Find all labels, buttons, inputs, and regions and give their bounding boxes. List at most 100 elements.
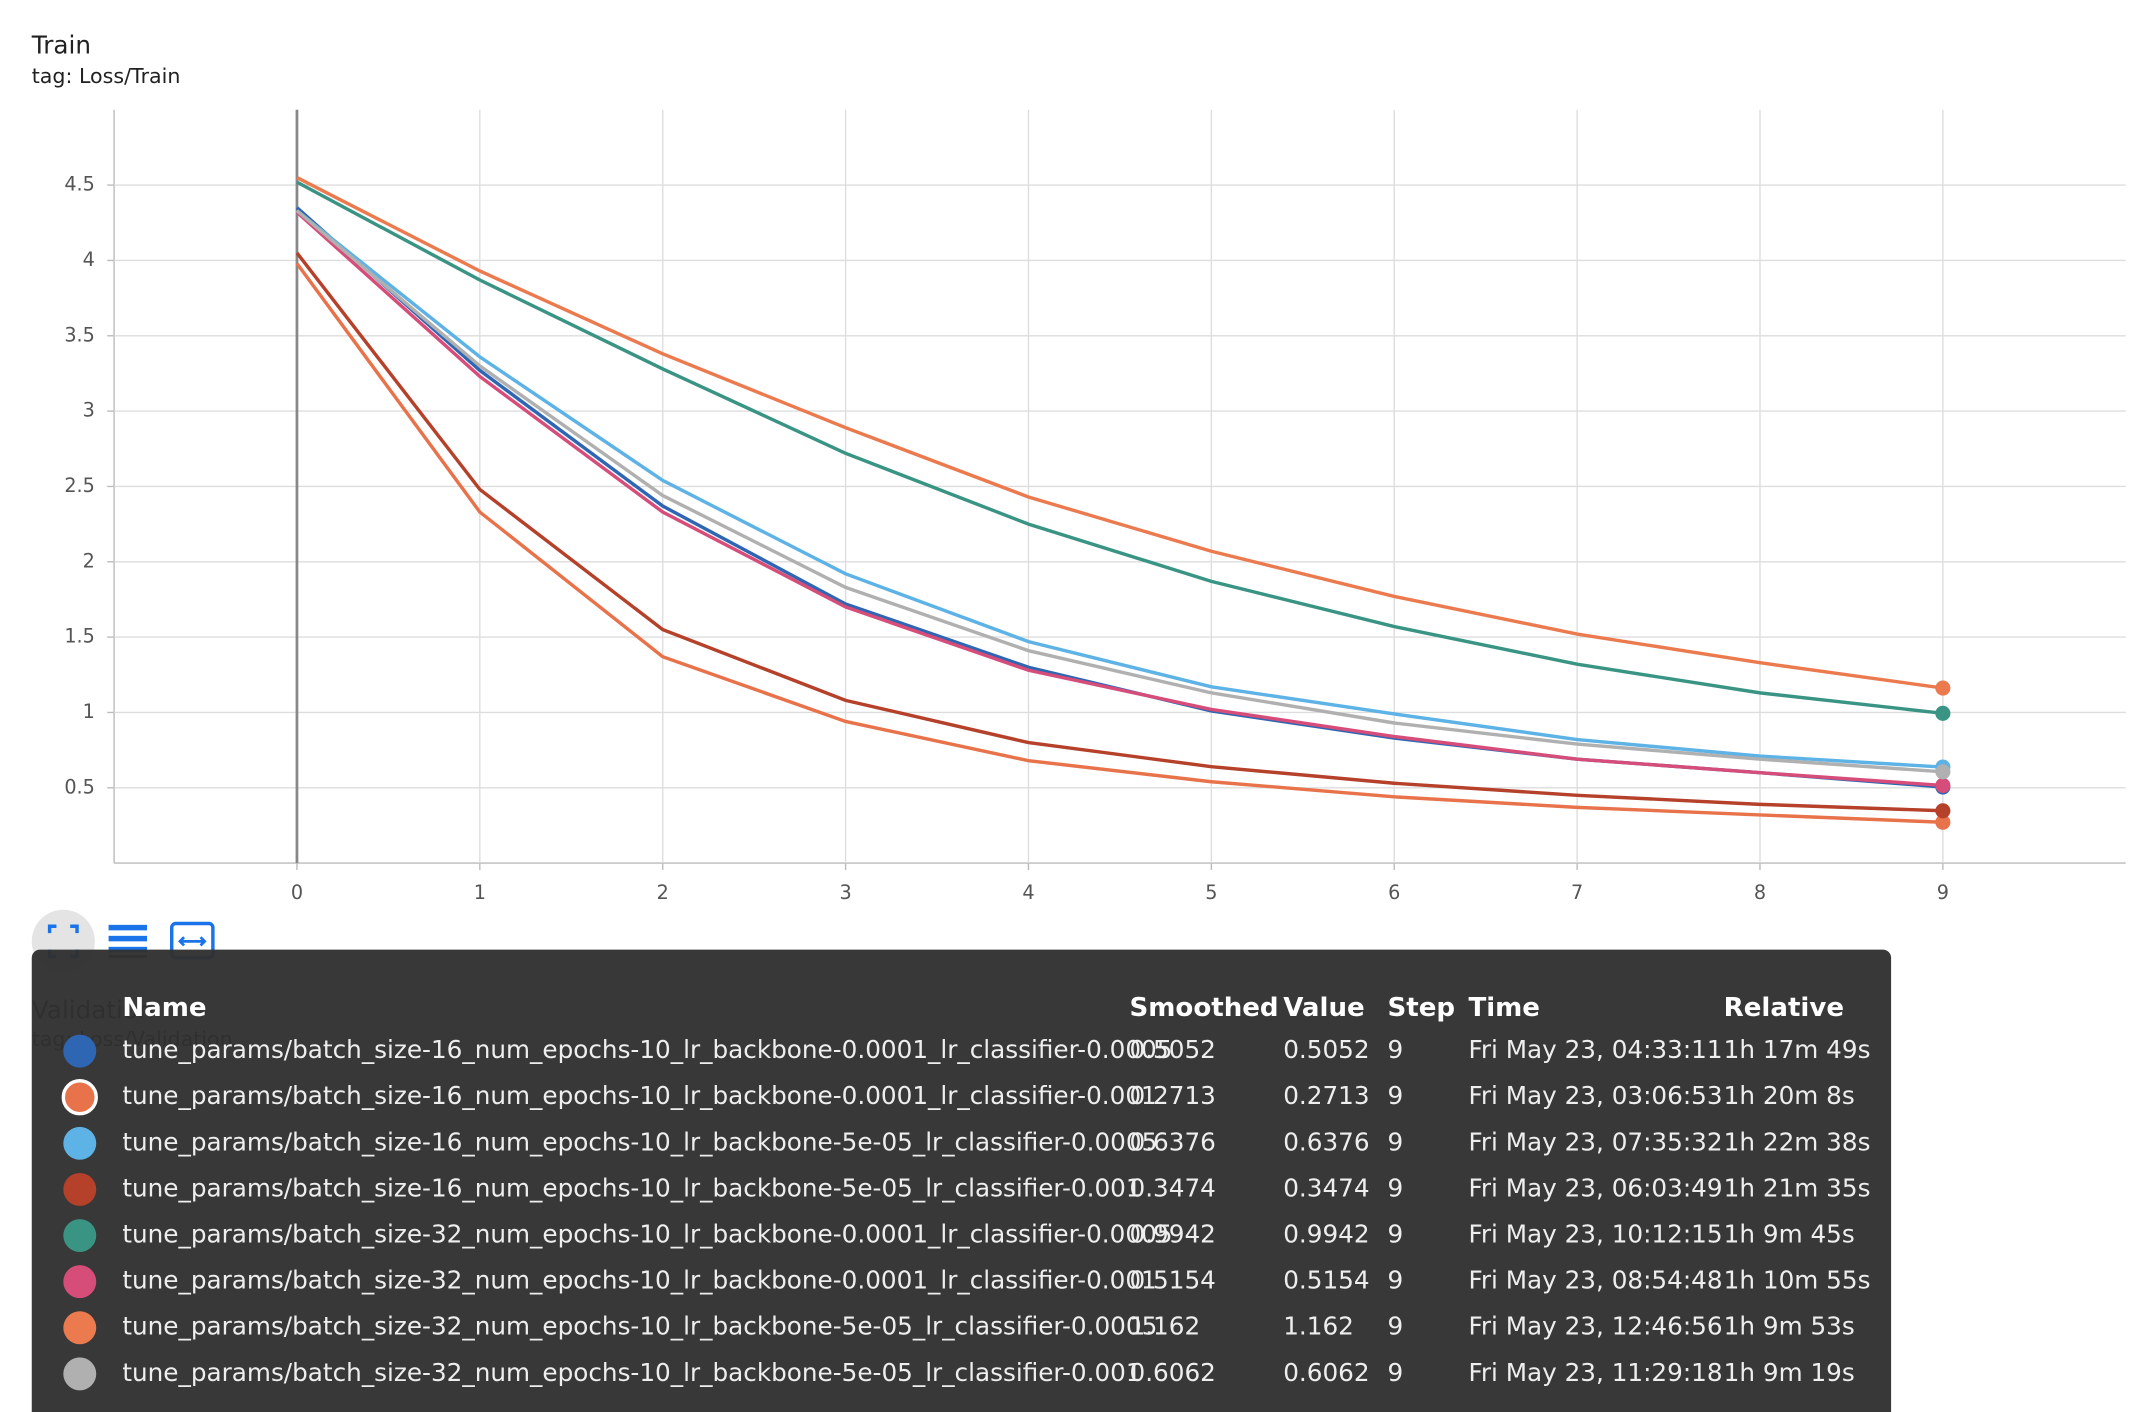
series-line [295,209,1943,774]
y-tick-label: 0.5 [64,775,95,798]
run-swatch [63,1126,97,1160]
raw-value: 0.2713 [1283,1081,1369,1110]
smoothed-value: 0.9942 [1130,1220,1216,1249]
column-header: Step [1387,993,1455,1023]
run-swatch [63,1219,97,1253]
time: Fri May 23, 04:33:11 [1468,1035,1722,1064]
smoothed-value: 1.162 [1130,1312,1201,1341]
x-tick-label: 3 [839,881,851,904]
series-line [295,209,1943,769]
run-swatch [63,1265,97,1299]
relative: 1h 9m 53s [1724,1312,1855,1341]
relative: 1h 9m 45s [1724,1220,1855,1249]
smoothed-value: 0.5154 [1130,1266,1216,1295]
raw-value: 0.6062 [1283,1358,1369,1387]
smoothed-value: 0.6376 [1130,1127,1216,1156]
hover-point [1935,680,1951,696]
run-name: tune_params/batch_size-32_num_epochs-10_… [122,1220,1172,1249]
hover-point [1935,705,1951,721]
run-swatch [63,1311,97,1345]
column-header: Value [1283,993,1365,1023]
run-name: tune_params/batch_size-16_num_epochs-10_… [122,1173,1141,1202]
tooltip: Name Smoothed Value Step Time Relative tune_pa… [31,949,1892,1412]
series-line [295,206,1943,789]
x-tick-label: 8 [1754,881,1766,904]
series-line [295,210,1943,788]
x-tick-label: 0 [291,881,303,904]
time: Fri May 23, 03:06:53 [1468,1081,1722,1110]
smoothed-value: 0.2713 [1130,1081,1216,1110]
time: Fri May 23, 06:03:49 [1468,1173,1722,1202]
x-tick-label: 1 [474,881,486,904]
step: 9 [1387,1081,1403,1110]
tooltip-background [31,949,1892,1412]
column-header: Smoothed [1130,993,1279,1023]
run-swatch [61,1079,98,1116]
hover-point [1935,814,1951,830]
y-tick-label: 3.5 [64,323,95,346]
run-swatch [63,1034,97,1068]
plot: 0.5 1 1.5 2 2.5 3 3.5 4 4.5 0 1 2 3 4 5 6 7 8 9 [64,109,2126,904]
series-line [296,180,1944,716]
y-tick-label: 3 [83,399,95,422]
relative: 1h 10m 55s [1724,1266,1871,1295]
raw-value: 0.6376 [1283,1127,1369,1156]
run-name: tune_params/batch_size-32_num_epochs-10_… [122,1358,1141,1387]
x-tick-label: 5 [1205,881,1217,904]
column-header: Time [1468,993,1540,1023]
run-name: tune_params/batch_size-16_num_epochs-10_… [122,1127,1157,1156]
raw-value: 1.162 [1283,1312,1354,1341]
run-name: tune_params/batch_size-16_num_epochs-10_… [122,1035,1172,1064]
y-tick-label: 2 [83,549,95,572]
run-swatch [63,1172,97,1206]
time: Fri May 23, 08:54:48 [1468,1266,1722,1295]
series-line [295,262,1943,824]
time: Fri May 23, 07:35:32 [1468,1127,1722,1156]
fullscreen-icon [47,924,79,959]
run-name: tune_params/batch_size-32_num_epochs-10_… [122,1312,1157,1341]
y-tick-label: 1.5 [64,625,95,648]
raw-value: 0.5052 [1283,1035,1369,1064]
hover-point [1935,764,1951,780]
chart-title: Train [31,31,91,60]
relative: 1h 17m 49s [1724,1035,1871,1064]
step: 9 [1387,1173,1403,1202]
run-name: tune_params/batch_size-16_num_epochs-10_… [122,1081,1156,1110]
step: 9 [1387,1312,1403,1341]
x-tick-label: 2 [657,881,669,904]
smoothed-value: 0.3474 [1130,1173,1216,1202]
y-tick-label: 4.5 [64,173,95,196]
relative: 1h 21m 35s [1724,1173,1871,1202]
step: 9 [1387,1358,1403,1387]
smoothed-value: 0.6062 [1130,1358,1216,1387]
x-tick-label: 9 [1937,881,1949,904]
y-tick-label: 2.5 [64,474,95,497]
time: Fri May 23, 12:46:56 [1468,1312,1722,1341]
relative: 1h 20m 8s [1724,1081,1855,1110]
hover-point [1935,777,1951,794]
step: 9 [1387,1220,1403,1249]
run-swatch [63,1357,97,1391]
column-header: Relative [1724,993,1844,1023]
time: Fri May 23, 11:29:18 [1468,1358,1722,1387]
raw-value: 0.9942 [1283,1220,1369,1249]
chart-tag: tag: Loss/Train [32,64,181,88]
raw-value: 0.5154 [1283,1266,1369,1295]
step: 9 [1387,1127,1403,1156]
column-header: Name [122,993,206,1023]
step: 9 [1387,1035,1403,1064]
y-tick-label: 1 [83,700,95,723]
raw-value: 0.3474 [1283,1173,1369,1202]
x-tick-label: 6 [1388,881,1400,904]
series-line [296,176,1944,690]
x-tick-label: 7 [1571,881,1583,904]
smoothed-value: 0.5052 [1130,1035,1216,1064]
step: 9 [1387,1266,1403,1295]
relative: 1h 22m 38s [1724,1127,1871,1156]
y-tick-label: 4 [83,248,95,271]
x-tick-label: 4 [1022,881,1034,904]
relative: 1h 9m 19s [1724,1358,1855,1387]
series-line [295,251,1943,813]
